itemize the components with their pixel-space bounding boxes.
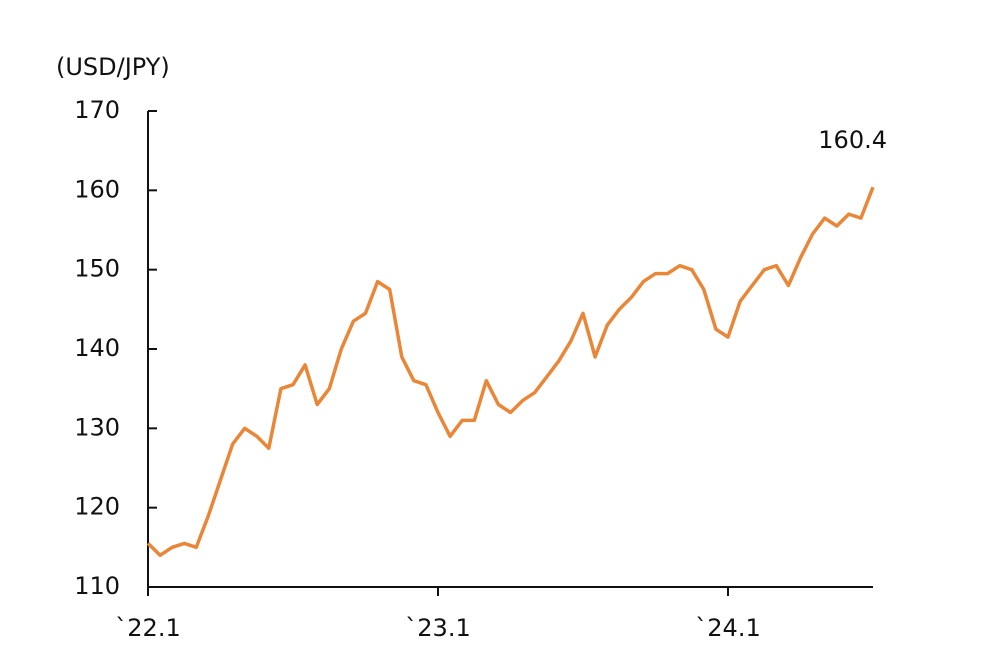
x-tick-label: `22.1	[115, 614, 180, 642]
y-tick-label: 130	[74, 413, 120, 441]
line-series	[146, 186, 875, 558]
y-tick-label: 160	[74, 175, 120, 203]
x-tick-label: `23.1	[405, 614, 470, 642]
y-tick-label: 120	[74, 493, 120, 521]
y-tick-label: 150	[74, 255, 120, 283]
y-tick-label: 140	[74, 334, 120, 362]
y-tick-label: 170	[74, 96, 120, 124]
y-tick-label: 110	[74, 572, 120, 600]
end-value-label: 160.4	[818, 126, 887, 154]
x-tick-label: `24.1	[695, 614, 760, 642]
y-axis-title: (USD/JPY)	[56, 53, 170, 81]
